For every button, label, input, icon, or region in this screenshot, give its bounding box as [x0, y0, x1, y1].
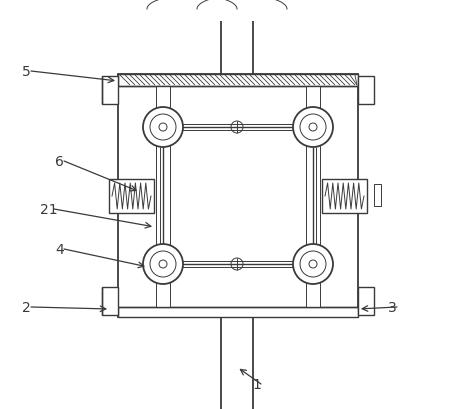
Circle shape	[143, 245, 183, 284]
Circle shape	[159, 261, 167, 268]
Bar	[358, 77, 374, 105]
Circle shape	[150, 115, 176, 141]
Text: 5: 5	[22, 65, 31, 79]
Text: 6: 6	[55, 155, 64, 169]
Bar	[118, 307, 358, 317]
Text: 1: 1	[252, 377, 261, 391]
Bar	[118, 75, 358, 87]
Circle shape	[143, 108, 183, 148]
Bar	[102, 77, 118, 105]
Circle shape	[293, 245, 333, 284]
Bar	[156, 87, 170, 307]
Circle shape	[309, 261, 317, 268]
Text: 21: 21	[40, 202, 58, 216]
Circle shape	[300, 252, 326, 277]
Circle shape	[300, 115, 326, 141]
Bar	[358, 287, 374, 315]
Text: 2: 2	[22, 300, 31, 314]
Circle shape	[309, 124, 317, 132]
Circle shape	[293, 108, 333, 148]
Bar	[102, 287, 118, 315]
Text: 4: 4	[55, 243, 64, 256]
Circle shape	[150, 252, 176, 277]
Bar	[306, 87, 320, 307]
Bar	[118, 75, 358, 317]
Text: 3: 3	[388, 300, 397, 314]
Bar	[322, 180, 367, 213]
Bar	[374, 184, 381, 207]
Circle shape	[159, 124, 167, 132]
Bar	[109, 180, 154, 213]
